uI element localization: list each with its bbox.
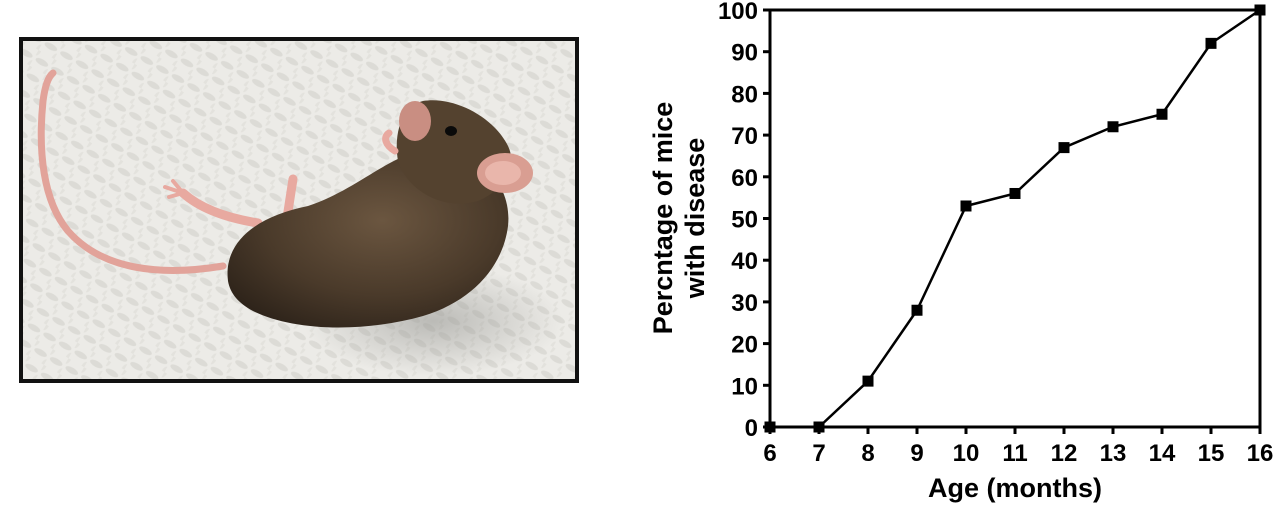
y-tick-label: 60 bbox=[731, 165, 758, 192]
data-point bbox=[1009, 187, 1021, 199]
data-point bbox=[1107, 121, 1119, 133]
data-point bbox=[764, 421, 776, 433]
x-tick-label: 9 bbox=[910, 440, 923, 467]
mouse-tail bbox=[37, 69, 227, 274]
y-tick-label: 50 bbox=[731, 207, 758, 234]
y-tick-label: 0 bbox=[745, 415, 758, 442]
mouse-front-paw bbox=[382, 129, 399, 155]
plot-frame bbox=[768, 8, 1262, 429]
x-tick-label: 8 bbox=[861, 440, 874, 467]
data-point bbox=[960, 200, 972, 212]
mouse-ear-inner bbox=[485, 161, 521, 185]
x-tick-label: 11 bbox=[1002, 440, 1027, 467]
y-axis-label-line1: Percntage of mice bbox=[648, 102, 678, 335]
data-point bbox=[911, 304, 923, 316]
plot-area: 0 10 20 30 40 50 60 70 80 90 100 6 7 8 9 10 11 12 13 14 15 16 bbox=[718, 0, 1273, 467]
mouse-hind-leg bbox=[178, 188, 263, 228]
mouse-hind-foot bbox=[163, 179, 185, 199]
mouse-snout bbox=[399, 101, 431, 141]
y-tick-label: 20 bbox=[731, 332, 758, 359]
x-tick-label: 12 bbox=[1051, 440, 1078, 467]
y-tick-label: 100 bbox=[718, 0, 758, 25]
data-point bbox=[862, 375, 874, 387]
y-axis-label-line2: with disease bbox=[680, 138, 710, 300]
x-tick-label: 13 bbox=[1100, 440, 1127, 467]
data-point bbox=[813, 421, 825, 433]
y-tick-label: 70 bbox=[731, 123, 758, 150]
data-point bbox=[1205, 37, 1217, 49]
data-point bbox=[1254, 4, 1266, 16]
y-tick-label: 10 bbox=[731, 373, 758, 400]
series-line bbox=[770, 8, 1261, 429]
x-tick-label: 16 bbox=[1247, 440, 1274, 467]
x-axis-label: Age (months) bbox=[928, 473, 1102, 503]
mouse-photo bbox=[19, 37, 579, 383]
disease-chart: Percntage of mice with disease Age (mont… bbox=[640, 0, 1284, 506]
data-point bbox=[1156, 108, 1168, 120]
y-tick-label: 90 bbox=[731, 40, 758, 67]
y-tick-label: 30 bbox=[731, 290, 758, 317]
mouse-illustration bbox=[23, 41, 575, 379]
x-tick-label: 6 bbox=[763, 440, 776, 467]
x-tick-label: 10 bbox=[953, 440, 980, 467]
data-point bbox=[1058, 142, 1070, 154]
x-tick-label: 14 bbox=[1149, 440, 1176, 467]
chart-svg: Percntage of mice with disease Age (mont… bbox=[648, 0, 1273, 503]
y-tick-label: 80 bbox=[731, 81, 758, 108]
mouse-eye bbox=[445, 126, 457, 136]
x-tick-label: 15 bbox=[1198, 440, 1225, 467]
x-tick-label: 7 bbox=[812, 440, 825, 467]
y-tick-label: 40 bbox=[731, 248, 758, 275]
